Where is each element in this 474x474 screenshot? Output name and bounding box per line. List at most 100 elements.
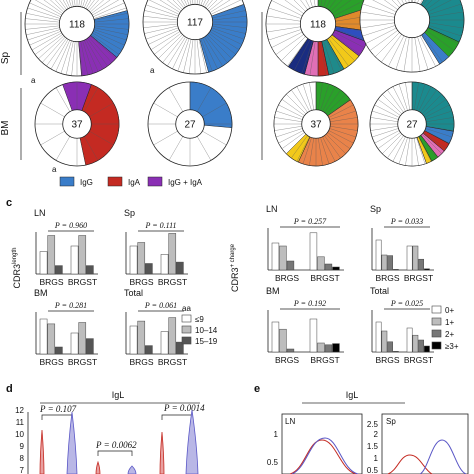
legend-label-2: 2+ — [445, 330, 454, 339]
bar — [387, 255, 393, 271]
category-label: BRGST — [68, 277, 97, 287]
bar — [145, 263, 153, 275]
legend-swatch-15-19 — [181, 336, 192, 345]
bar — [129, 245, 138, 275]
bar — [39, 251, 48, 275]
bar — [176, 261, 184, 275]
bar — [387, 341, 393, 353]
violin-shape — [95, 460, 101, 474]
pval-3: P = 0.0014 — [163, 403, 205, 413]
category-label: BRGST — [158, 277, 187, 287]
legend-swatch-igg-iga — [147, 176, 163, 187]
density-curve — [419, 439, 467, 474]
bar — [412, 334, 419, 353]
bar — [309, 318, 318, 353]
subplot-title: BM — [266, 286, 280, 296]
density-curve — [289, 439, 357, 474]
y-axis-d: 12 11 10 9 8 7 — [15, 406, 29, 474]
y-tick-label: 11 — [16, 418, 25, 427]
y-tick-label: 9 — [20, 442, 25, 451]
category-label: BRGS — [275, 273, 299, 283]
category-label: BRGS — [275, 355, 299, 365]
bar — [418, 339, 424, 353]
bar — [286, 260, 295, 271]
bar — [309, 232, 318, 271]
category-label: BRGST — [310, 355, 339, 365]
violin-shape — [127, 465, 137, 474]
category-label: BRGST — [404, 273, 433, 283]
bar — [317, 256, 325, 271]
bar — [55, 265, 63, 275]
category-label: BRGST — [158, 357, 187, 367]
y-tick-label: 0.5 — [267, 458, 279, 467]
category-label: BRGS — [375, 273, 399, 283]
bar — [176, 341, 184, 355]
pie-slice — [273, 81, 317, 155]
bar — [317, 342, 325, 353]
pval-label: P = 0.025 — [390, 299, 423, 308]
category-label: BRGST — [404, 355, 433, 365]
bar — [424, 268, 430, 271]
pie-center — [301, 109, 331, 139]
a-mark: a — [31, 76, 36, 85]
density-curve — [387, 454, 433, 474]
bar — [381, 330, 388, 353]
ylabel-cdr3-charge: CDR3+ charge — [230, 243, 240, 292]
panel-e: e IgL LN 1 0.5 Sp 2.5 2 1.5 1 0.5 — [254, 383, 469, 474]
bar — [168, 317, 177, 355]
legend-swatch-3 — [431, 341, 442, 350]
y-tick-label: 2.5 — [367, 420, 379, 429]
pie-chart — [359, 0, 465, 73]
bar — [332, 343, 340, 353]
bar — [70, 332, 79, 355]
legend-swatch-1 — [431, 317, 442, 326]
y-tick-label: 1 — [374, 454, 379, 463]
length-legend: aa ≤9 10–14 15–19 — [181, 304, 218, 346]
bar — [393, 351, 399, 353]
bar — [137, 242, 146, 275]
pie-charts: 118 117 37 27 118 37 27 — [24, 0, 465, 167]
pie-chart: 37 — [273, 81, 359, 167]
pie-center — [176, 3, 214, 41]
panel-d: d IgL 12 11 10 9 8 7 P = 0.107 P = 0.006… — [6, 383, 205, 474]
bar — [39, 318, 48, 355]
bar — [168, 233, 177, 275]
bar — [160, 331, 169, 355]
pval-2: P = 0.0062 — [95, 440, 137, 450]
subplot-frame — [381, 413, 469, 474]
legend-label-15-19: 15–19 — [195, 337, 218, 346]
y-tick-label: 7 — [20, 466, 25, 474]
bar — [271, 242, 280, 271]
bar — [279, 328, 287, 353]
pie-slice — [76, 84, 120, 166]
category-label: BRGST — [68, 357, 97, 367]
pie-chart: 117 — [142, 0, 248, 75]
pie-count: 37 — [310, 120, 322, 131]
bar — [78, 322, 87, 355]
bar — [418, 258, 424, 271]
legend-label-iga: IgA — [128, 178, 141, 187]
row-label-sp: Sp — [0, 51, 11, 64]
subplot-title: LN — [34, 208, 46, 218]
legend-label-igg: IgG — [80, 178, 93, 187]
y-tick-label: 2 — [374, 430, 379, 439]
pie-panel: Sp BM 118 117 37 27 118 37 27 a a a IgG IgA Ig… — [0, 0, 465, 187]
pval-label: P = 0.192 — [293, 299, 326, 308]
legend-label-3: ≥3+ — [445, 342, 459, 351]
bar — [271, 321, 280, 353]
bar — [375, 321, 382, 353]
bar — [381, 254, 388, 271]
pie-center — [175, 109, 205, 139]
legend-swatch-2 — [431, 329, 442, 338]
bar-subplot: LN P = 0.257 BRGS BRGST — [266, 204, 344, 283]
legend-swatch-le9 — [181, 314, 192, 323]
bar — [393, 269, 399, 271]
isotype-legend: IgG IgA IgG + IgA — [59, 176, 203, 187]
subplot-title: LN — [285, 417, 295, 426]
violin-shape — [185, 409, 199, 474]
panel-c: c CDR3length CDR3+ charge LNP = 0.960BRG… — [6, 197, 459, 367]
bar — [78, 235, 87, 275]
ylabel-main: CDR3 — [12, 264, 22, 289]
y-tick-label: 0.5 — [367, 466, 379, 474]
